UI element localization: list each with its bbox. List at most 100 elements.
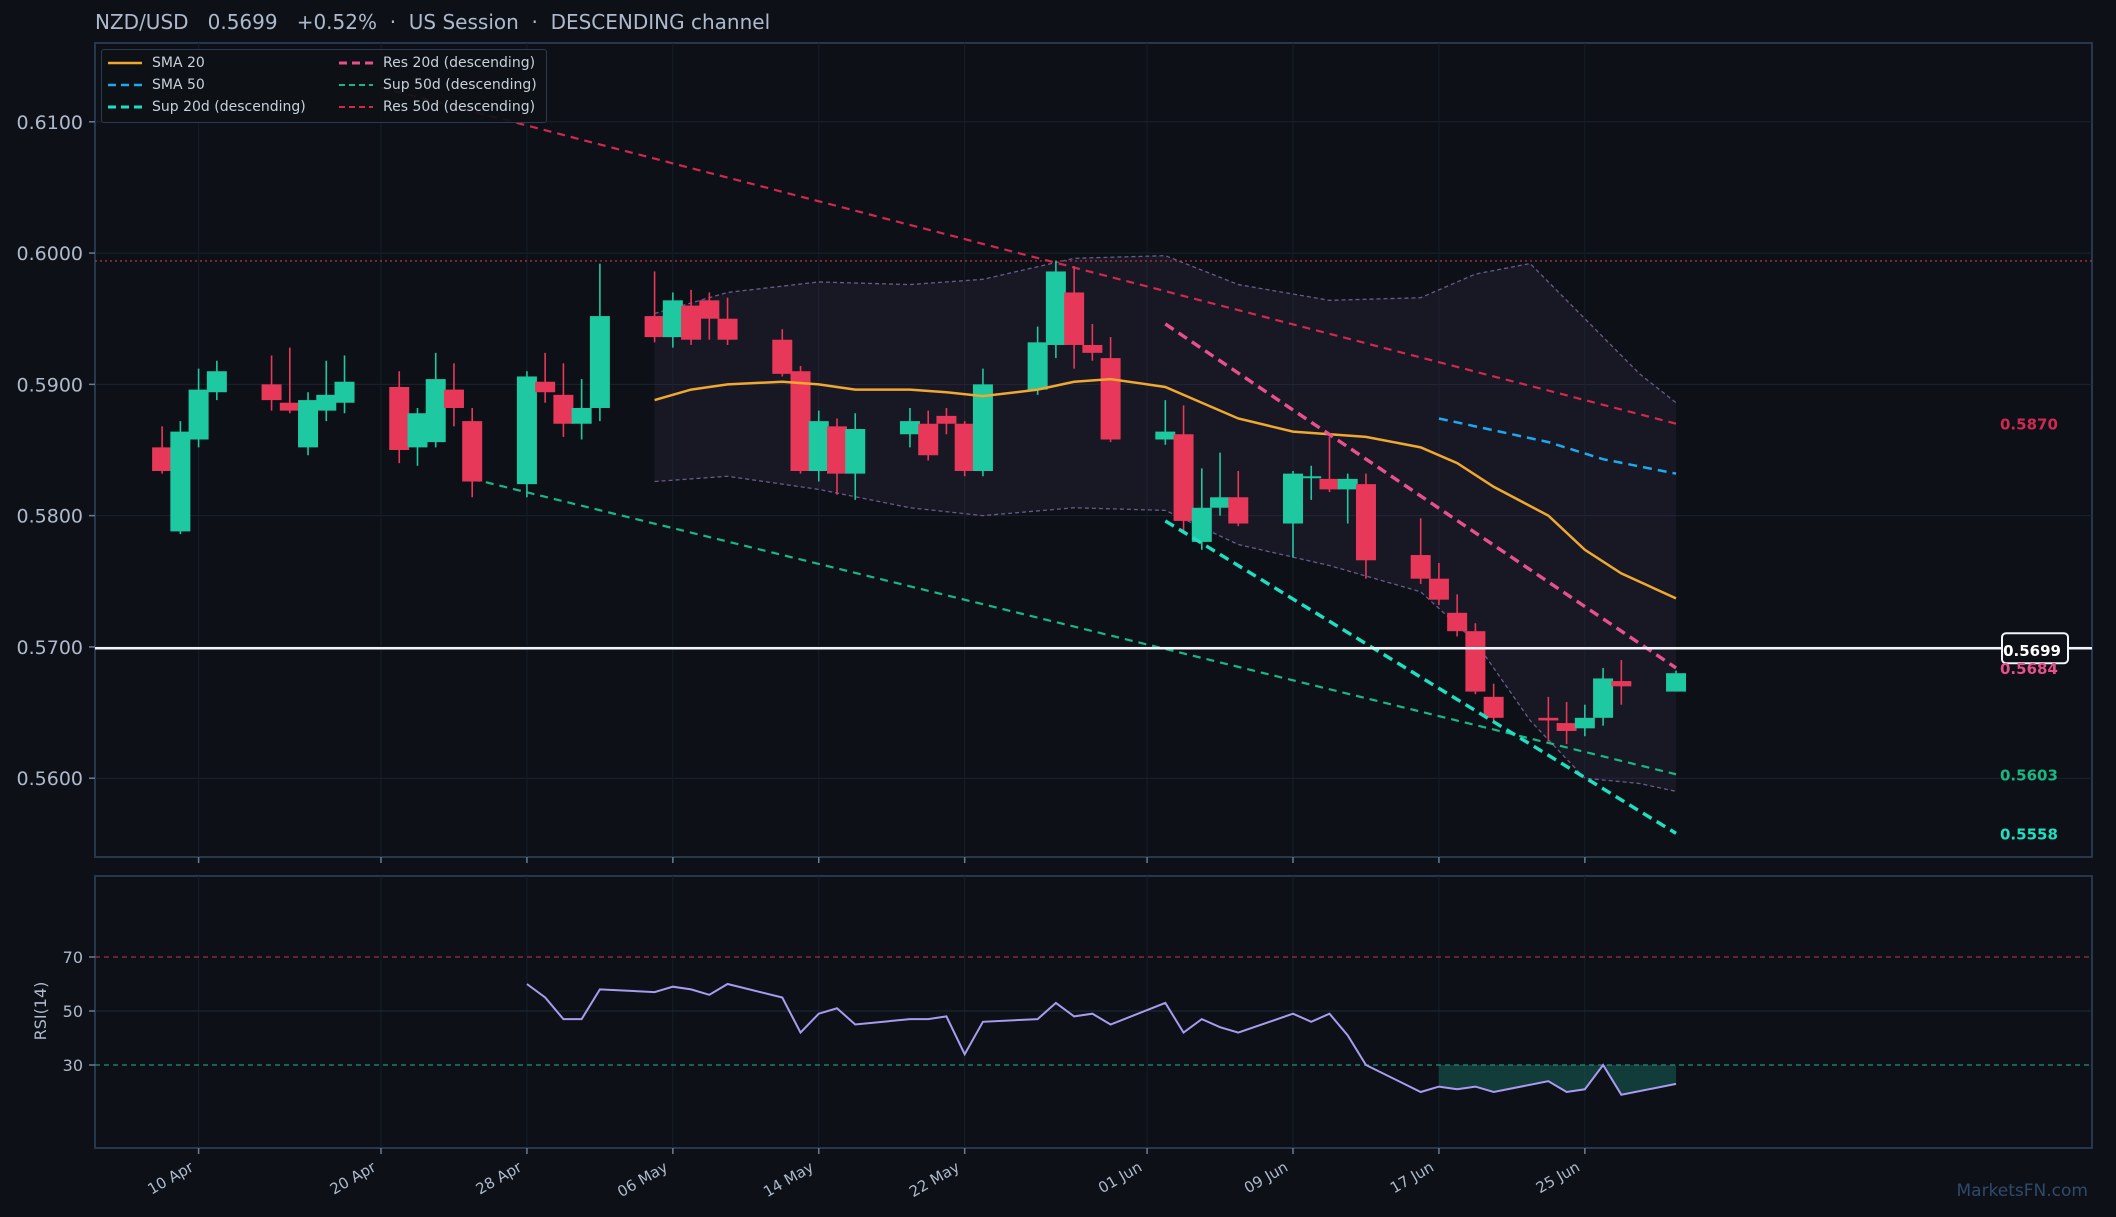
price-panel-frame [94,42,2093,858]
candle [516,371,537,498]
candle-body [1465,631,1486,692]
candle-body [589,316,610,408]
candle-body [1666,673,1687,692]
date-tick-label: 14 May [760,1158,817,1201]
price-tick-label: 0.6100 [17,112,83,134]
sma20-line [654,377,1677,600]
candle-body [1538,717,1559,721]
candle-body [1447,612,1468,632]
candle [827,418,847,495]
date-tick-label: 22 May [906,1158,963,1201]
price-tick-label: 0.5600 [17,768,83,790]
candle [1410,518,1431,584]
candle-body [1574,717,1595,729]
candle [279,347,300,414]
res20-trendline [1164,322,1677,670]
candle [1155,400,1176,445]
candle-body [699,300,720,319]
candle-body [1045,271,1066,345]
rsi-panel-frame [94,875,2093,1149]
legend-item-sup50: Sup 50d (descending) [339,77,537,93]
candle-body [772,339,793,374]
candle [1483,683,1504,724]
candle [972,368,993,477]
candle-body [516,376,537,485]
candle [389,371,410,464]
candle-body [298,400,319,448]
candle [699,292,720,340]
candle-body [790,371,811,472]
rsi-tick-label: 70 [63,948,83,967]
candle-body [1319,478,1340,490]
session-label: US Session [408,10,519,34]
candle [772,329,793,377]
legend-label: Res 50d (descending) [383,99,536,115]
price-tick-label: 0.5900 [17,374,83,396]
candle [918,410,939,461]
current-price-badge [2001,632,2069,665]
legend-swatch [108,83,142,87]
header-separator: · [389,10,397,34]
candle-body [316,394,337,411]
sup20-level-label: 0.5558 [2000,825,2058,843]
candle [152,426,173,474]
date-tick-label: 28 Apr [473,1157,526,1198]
current-price-label: 0.5699 [2003,642,2061,660]
candle [316,360,337,422]
candle [571,379,592,440]
sup50-level-label: 0.5603 [2000,766,2058,784]
candle-body [443,389,464,408]
date-tick-label: 17 Jun [1387,1158,1437,1197]
date-tick-label: 09 Jun [1241,1158,1291,1197]
candle-body [425,379,446,443]
candle [1045,260,1066,359]
candle-body [1483,696,1504,718]
candle [1556,702,1577,745]
candle-body [1355,484,1376,561]
candle [188,368,209,448]
candle [1428,562,1449,605]
price-tick-label: 0.5800 [17,506,83,528]
legend-swatch [108,61,142,65]
date-tick-label: 01 Jun [1095,1158,1145,1197]
candle [845,413,866,500]
candle [443,363,464,427]
candle [1283,471,1303,558]
legend-item-sma50: SMA 50 [108,77,205,93]
candle [462,407,483,498]
candle-body [662,300,683,338]
legend-label: Res 20d (descending) [383,55,536,71]
candle [936,407,957,435]
sma50-line [1438,417,1677,475]
candle-body [1082,344,1103,353]
candle-body [1428,578,1449,600]
candle-body [899,421,920,435]
date-tick-label: 25 Jun [1533,1158,1583,1197]
candle [535,352,556,403]
candle [1447,594,1468,637]
price-tick-label: 0.5700 [17,637,83,659]
candle [1574,704,1595,737]
sup50-trendline [471,477,1677,776]
candle [1355,473,1376,579]
bollinger-upper-line [654,255,1677,404]
legend-swatch [339,84,373,86]
candle-body [1155,431,1176,440]
candle-body [188,389,209,440]
legend-item-sup20: Sup 20d (descending) [108,99,306,115]
candle-body [389,386,410,450]
candle-body [1100,358,1121,440]
candle-body [681,305,702,340]
candle-body [279,402,300,411]
candle [1064,266,1085,369]
candle-body [1064,292,1085,345]
candle [298,392,319,456]
candle-body [170,431,191,532]
bollinger-lower-line [654,475,1677,792]
candle [1465,623,1486,695]
candle [206,360,227,401]
candle-body [1228,497,1249,524]
candle-body [845,428,866,474]
candle [1027,326,1048,395]
